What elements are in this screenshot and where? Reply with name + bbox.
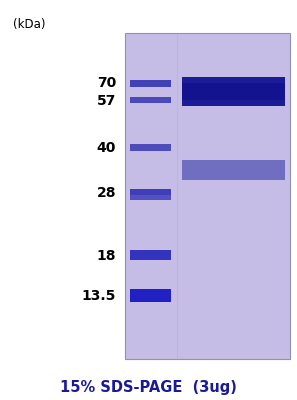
Bar xyxy=(130,144,171,151)
Text: 15% SDS-PAGE  (3ug): 15% SDS-PAGE (3ug) xyxy=(60,380,237,395)
Text: 18: 18 xyxy=(97,248,116,262)
Bar xyxy=(130,97,171,102)
Text: (kDa): (kDa) xyxy=(12,18,45,30)
Text: 28: 28 xyxy=(97,186,116,200)
Bar xyxy=(130,290,171,302)
Bar xyxy=(125,32,290,360)
Bar xyxy=(182,83,285,100)
Text: 13.5: 13.5 xyxy=(82,289,116,303)
Bar xyxy=(182,160,285,180)
Bar xyxy=(130,250,171,260)
Text: 57: 57 xyxy=(97,94,116,108)
Bar xyxy=(130,189,171,195)
Bar xyxy=(182,77,285,106)
Text: 70: 70 xyxy=(97,76,116,90)
Bar xyxy=(130,80,171,87)
Bar xyxy=(130,195,171,200)
Text: 40: 40 xyxy=(97,141,116,155)
